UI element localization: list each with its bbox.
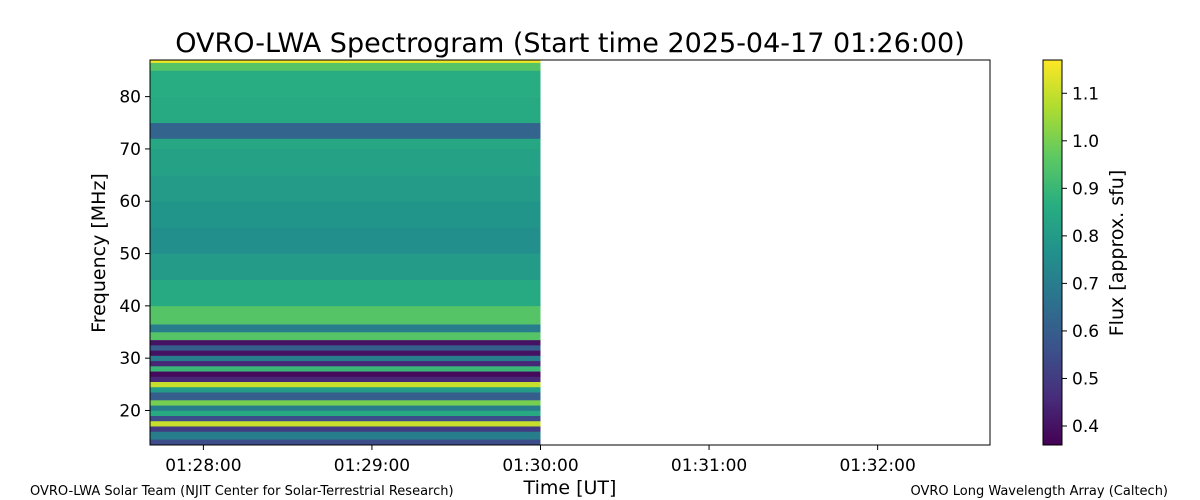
heatmap-band <box>150 381 541 388</box>
heatmap-band <box>150 360 541 367</box>
heatmap-band <box>150 148 541 176</box>
plot-frame <box>149 59 991 446</box>
x-tick-label: 01:32:00 <box>839 456 915 476</box>
heatmap-band <box>150 366 541 372</box>
colorbar-axis: 0.4 0.5 0.6 0.7 0.8 0.9 1.0 1.1 <box>1062 84 1099 437</box>
heatmap-band <box>150 345 541 351</box>
heatmap-band <box>150 253 541 281</box>
heatmap-band <box>150 439 541 445</box>
heatmap-band <box>150 386 541 393</box>
footer-credit-left: OVRO-LWA Solar Team (NJIT Center for Sol… <box>30 484 454 499</box>
colorbar-tick-label: 1.0 <box>1072 132 1099 152</box>
y-axis: 20 30 40 50 60 70 80 <box>119 88 150 421</box>
heatmap-band <box>150 62 541 71</box>
spectrogram-heatmap <box>150 60 541 445</box>
heatmap-band <box>150 122 541 139</box>
colorbar-tick-label: 0.5 <box>1072 369 1099 389</box>
heatmap-band <box>150 405 541 411</box>
heatmap-band <box>150 324 541 333</box>
heatmap-band <box>150 415 541 422</box>
heatmap-band <box>150 279 541 307</box>
heatmap-band <box>150 227 541 254</box>
heatmap-band <box>150 60 541 63</box>
heatmap-band <box>150 431 541 440</box>
heatmap-band <box>150 410 541 417</box>
x-axis-label: Time [UT] <box>523 477 617 499</box>
heatmap-band <box>150 376 541 383</box>
heatmap-band <box>150 420 541 427</box>
x-tick-label: 01:31:00 <box>671 456 747 476</box>
colorbar <box>1042 59 1063 446</box>
heatmap-band <box>150 400 541 406</box>
colorbar-tick-label: 0.6 <box>1072 322 1099 342</box>
y-tick-label: 80 <box>119 88 141 108</box>
y-tick-label: 40 <box>119 297 141 317</box>
x-tick-label: 01:29:00 <box>334 456 410 476</box>
colorbar-tick-label: 1.1 <box>1072 84 1099 104</box>
y-tick-label: 50 <box>119 245 141 265</box>
heatmap-band <box>150 355 541 362</box>
heatmap-band <box>150 371 541 377</box>
colorbar-tick-label: 0.4 <box>1072 417 1099 437</box>
y-tick-label: 70 <box>119 140 141 160</box>
heatmap-band <box>150 350 541 356</box>
heatmap-band <box>150 392 541 401</box>
heatmap-band <box>150 426 541 432</box>
heatmap-band <box>150 96 541 124</box>
heatmap-band <box>150 305 541 325</box>
chart-title: OVRO-LWA Spectrogram (Start time 2025-04… <box>175 28 965 59</box>
heatmap-band <box>150 175 541 202</box>
x-tick-label: 01:28:00 <box>165 456 241 476</box>
y-axis-label: Frequency [MHz] <box>88 173 110 333</box>
heatmap-band <box>150 332 541 341</box>
heatmap-band <box>150 70 541 97</box>
x-tick-label: 01:30:00 <box>502 456 578 476</box>
colorbar-tick-label: 0.8 <box>1072 227 1099 247</box>
y-tick-label: 20 <box>119 401 141 421</box>
colorbar-tick-label: 0.9 <box>1072 179 1099 199</box>
y-tick-label: 30 <box>119 349 141 369</box>
colorbar-label: Flux [approx. sfu] <box>1106 170 1128 337</box>
x-axis: 01:28:00 01:29:00 01:30:00 01:31:00 01:32:00 <box>165 445 916 476</box>
heatmap-band <box>150 339 541 346</box>
colorbar-tick-label: 0.7 <box>1072 274 1099 294</box>
heatmap-band <box>150 201 541 228</box>
footer-credit-right: OVRO Long Wavelength Array (Caltech) <box>910 484 1168 499</box>
heatmap-band <box>150 138 541 150</box>
y-tick-label: 60 <box>119 192 141 212</box>
